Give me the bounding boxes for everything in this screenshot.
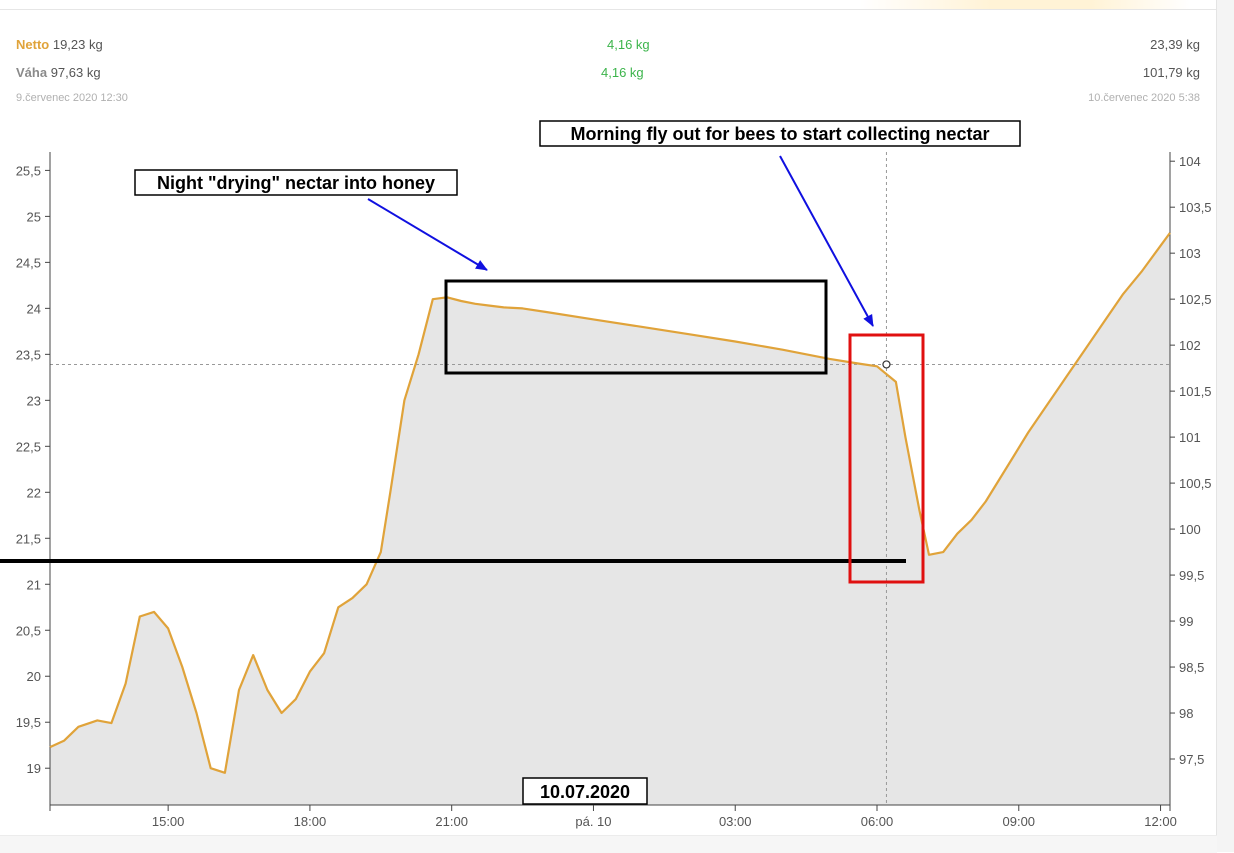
right-page-edge — [1216, 0, 1234, 852]
right-tick-label: 101 — [1179, 430, 1201, 445]
netto-end-value: 23,39 kg — [1150, 37, 1200, 52]
right-tick-label: 99 — [1179, 614, 1193, 629]
morning-arrow — [779, 155, 874, 327]
right-tick-label: 97,5 — [1179, 752, 1204, 767]
right-tick-label: 98 — [1179, 706, 1193, 721]
x-tick-label: 18:00 — [294, 814, 327, 829]
left-tick-label: 21,5 — [16, 531, 41, 546]
left-tick-label: 24,5 — [16, 255, 41, 270]
left-tick-label: 20,5 — [16, 623, 41, 638]
morning-annotation-box — [539, 120, 1021, 147]
netto-label: Netto — [16, 37, 50, 52]
vaha-start-value: 97,63 kg — [50, 65, 101, 80]
night-drying-box — [444, 279, 828, 375]
vaha-end-value: 101,79 kg — [1142, 65, 1200, 80]
left-tick-label: 24 — [27, 301, 41, 316]
left-tick-label: 23,5 — [16, 347, 41, 362]
top-divider — [0, 9, 1216, 10]
right-tick-label: 99,5 — [1179, 568, 1204, 583]
netto-series-line[interactable] — [49, 232, 1171, 774]
morning-flyout-box — [848, 333, 925, 584]
left-tick-label: 22,5 — [16, 439, 41, 454]
left-tick-label: 25,5 — [16, 163, 41, 178]
vaha-diff-value: 4,16 kg — [601, 65, 644, 80]
bottom-page-edge — [0, 835, 1217, 853]
end-date: 10.červenec 2020 5:38 — [1088, 92, 1200, 104]
x-tick-label: 15:00 — [152, 814, 185, 829]
left-tick-label: 22 — [27, 485, 41, 500]
left-tick-label: 19 — [27, 761, 41, 776]
x-tick-label: 06:00 — [861, 814, 894, 829]
right-tick-label: 100,5 — [1179, 476, 1212, 491]
morning-annotation-text: Morning fly out for bees to start collec… — [570, 124, 989, 144]
right-tick-label: 98,5 — [1179, 660, 1204, 675]
netto-stat-start: Netto 19,23 kg — [16, 37, 103, 52]
vaha-label: Váha — [16, 65, 48, 80]
netto-area — [50, 232, 1170, 805]
right-tick-label: 100 — [1179, 522, 1201, 537]
left-tick-label: 23 — [27, 393, 41, 408]
netto-start-value: 19,23 kg — [52, 37, 103, 52]
left-tick-label: 25 — [27, 209, 41, 224]
night-annotation-text: Night "drying" nectar into honey — [157, 173, 435, 193]
right-tick-label: 101,5 — [1179, 384, 1212, 399]
left-tick-label: 19,5 — [16, 715, 41, 730]
date-annotation-text: 10.07.2020 — [540, 782, 630, 802]
left-tick-label: 20 — [27, 669, 41, 684]
right-tick-label: 102 — [1179, 338, 1201, 353]
crosshair-marker[interactable] — [882, 360, 891, 369]
x-tick-label: 09:00 — [1003, 814, 1036, 829]
netto-diff-value: 4,16 kg — [607, 37, 650, 52]
top-highlight — [860, 0, 1190, 9]
x-tick-label: 12:00 — [1144, 814, 1177, 829]
x-tick-label: 21:00 — [435, 814, 468, 829]
x-tick-label: 03:00 — [719, 814, 752, 829]
right-tick-label: 103 — [1179, 246, 1201, 261]
night-annotation-box — [134, 169, 458, 196]
right-tick-label: 103,5 — [1179, 200, 1212, 215]
vaha-stat-start: Váha 97,63 kg — [16, 65, 101, 80]
start-date: 9.červenec 2020 12:30 — [16, 92, 128, 104]
date-annotation-box — [522, 777, 648, 805]
left-tick-label: 21 — [27, 577, 41, 592]
right-tick-label: 104 — [1179, 154, 1201, 169]
x-tick-label: pá. 10 — [575, 814, 611, 829]
night-arrow — [367, 198, 488, 271]
right-tick-label: 102,5 — [1179, 292, 1212, 307]
